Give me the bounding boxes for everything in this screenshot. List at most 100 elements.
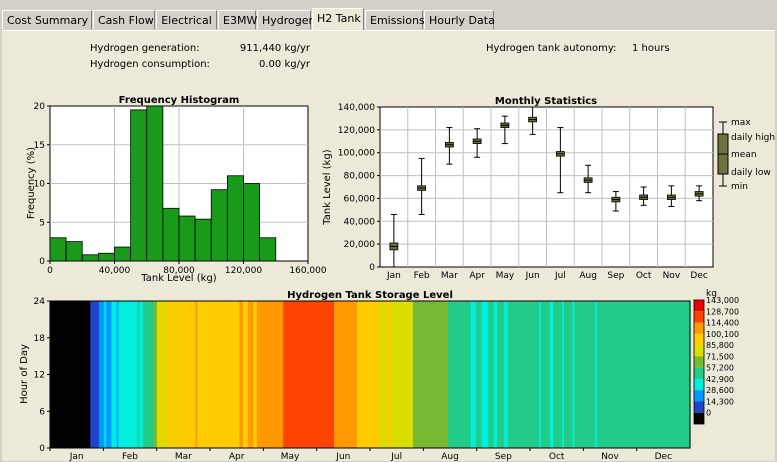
heatmap-day-column <box>162 301 165 448</box>
heatmap-day-column <box>426 301 430 448</box>
heatmap-day-column <box>605 301 609 448</box>
heatmap-day-column <box>630 301 633 448</box>
heatmap-day-column <box>185 301 188 448</box>
heatmap-day-column <box>369 301 372 448</box>
heatmap-day-column <box>679 301 682 448</box>
heatmap-day-column <box>209 301 212 448</box>
heatmap-day-column <box>183 301 186 448</box>
heatmap-day-column <box>228 301 232 448</box>
heatmap-day-column <box>125 301 128 448</box>
tank-autonomy-value: 1 hours <box>632 43 670 54</box>
heatmap-day-column <box>51 301 55 448</box>
heatmap-day-column <box>211 301 214 448</box>
heatmap-day-column <box>151 301 155 448</box>
heatmap-day-column <box>244 301 247 448</box>
heatmap-day-column <box>313 301 316 448</box>
heatmap-day-column <box>241 301 244 448</box>
colorbar-frame <box>693 299 705 425</box>
heatmap-day-column <box>647 301 651 448</box>
heatmap-day-column <box>179 301 183 448</box>
heatmap-day-column <box>609 301 612 448</box>
heatmap-day-column <box>625 301 628 448</box>
heatmap-day-column <box>540 301 544 448</box>
heatmap-day-column <box>481 301 484 448</box>
heatmap-day-column <box>230 301 233 448</box>
heatmap-day-column <box>218 301 221 448</box>
monthly-xtick-label: Jul <box>554 271 566 281</box>
heatmap-day-column <box>190 301 193 448</box>
heatmap-day-column <box>225 301 228 448</box>
heatmap-day-column <box>660 301 663 448</box>
heatmap-day-column <box>477 301 481 448</box>
heatmap-day-column <box>516 301 519 448</box>
tab-hourly-data[interactable]: Hourly Data <box>424 10 495 29</box>
tab-e3mw[interactable]: E3MW <box>218 10 257 29</box>
monthly-title: Monthly Statistics <box>495 96 597 107</box>
legend-daily-low: daily low <box>731 168 771 178</box>
colorbar-label: 14,300 <box>706 397 734 406</box>
heatmap-day-column <box>491 301 495 448</box>
heatmap-day-column <box>276 301 279 448</box>
heatmap-day-column <box>65 301 69 448</box>
heatmap-day-column <box>621 301 624 448</box>
histogram-title: Frequency Histogram <box>119 95 240 106</box>
heatmap-hour-label: 12 <box>34 371 45 381</box>
heatmap-day-column <box>402 301 405 448</box>
heatmap-day-column <box>681 301 684 448</box>
heatmap-day-column <box>535 301 539 448</box>
heatmap-day-column <box>335 301 339 448</box>
heatmap-day-column <box>460 301 463 448</box>
heatmap-day-column <box>153 301 156 448</box>
heatmap-day-column <box>554 301 558 448</box>
tab-electrical[interactable]: Electrical <box>156 10 217 29</box>
tab-cash-flow[interactable]: Cash Flow <box>93 10 155 29</box>
heatmap-day-column <box>448 301 451 448</box>
heatmap-day-column <box>118 301 121 448</box>
colorbar-label: 71,500 <box>706 352 734 361</box>
heatmap-day-column <box>581 301 584 448</box>
heatmap-day-column <box>253 301 256 448</box>
monthly-xtick-label: Apr <box>469 271 485 281</box>
histogram-ytick-label: 10 <box>34 180 46 190</box>
colorbar-label: 128,700 <box>706 307 739 316</box>
histogram-xlabel: Tank Level (kg) <box>140 273 217 284</box>
heatmap-day-column <box>58 301 62 448</box>
heatmap-day-column <box>377 301 381 448</box>
heatmap-day-column <box>130 301 134 448</box>
heatmap-day-column <box>604 301 607 448</box>
heatmap-day-column <box>593 301 596 448</box>
legend-max: max <box>731 118 751 128</box>
heatmap-day-column <box>144 301 148 448</box>
heatmap-day-column <box>407 301 411 448</box>
heatmap-day-column <box>439 301 442 448</box>
heatmap-day-column <box>558 301 561 448</box>
heatmap-day-column <box>92 301 95 448</box>
heatmap-day-column <box>675 301 679 448</box>
heatmap-day-column <box>64 301 67 448</box>
heatmap-day-column <box>488 301 491 448</box>
heatmap-day-column <box>172 301 176 448</box>
tab-hydrogen[interactable]: Hydrogen <box>257 10 316 29</box>
tab-h2-tank[interactable]: H2 Tank <box>312 8 364 30</box>
heatmap-day-column <box>658 301 661 448</box>
heatmap-day-column <box>300 301 304 448</box>
heatmap-day-column <box>602 301 605 448</box>
colorbar-label: 114,400 <box>706 319 739 328</box>
histogram-bar <box>210 189 228 262</box>
monthly-xtick-label: May <box>496 271 515 281</box>
heatmap-day-column <box>395 301 398 448</box>
heatmap-day-column <box>590 301 593 448</box>
heatmap-day-column <box>509 301 512 448</box>
heatmap-hour-label: 24 <box>34 297 46 307</box>
heatmap-day-column <box>260 301 263 448</box>
tab-cost-summary[interactable]: Cost Summary <box>2 10 92 29</box>
heatmap-day-column <box>109 301 112 448</box>
heatmap-day-column <box>288 301 291 448</box>
histogram-bar <box>97 252 115 262</box>
heatmap-day-column <box>334 301 337 448</box>
heatmap-day-column <box>349 301 353 448</box>
heatmap-day-column <box>274 301 277 448</box>
tab-emissions[interactable]: Emissions <box>365 10 425 29</box>
heatmap-day-column <box>360 301 363 448</box>
heatmap-day-column <box>55 301 58 448</box>
